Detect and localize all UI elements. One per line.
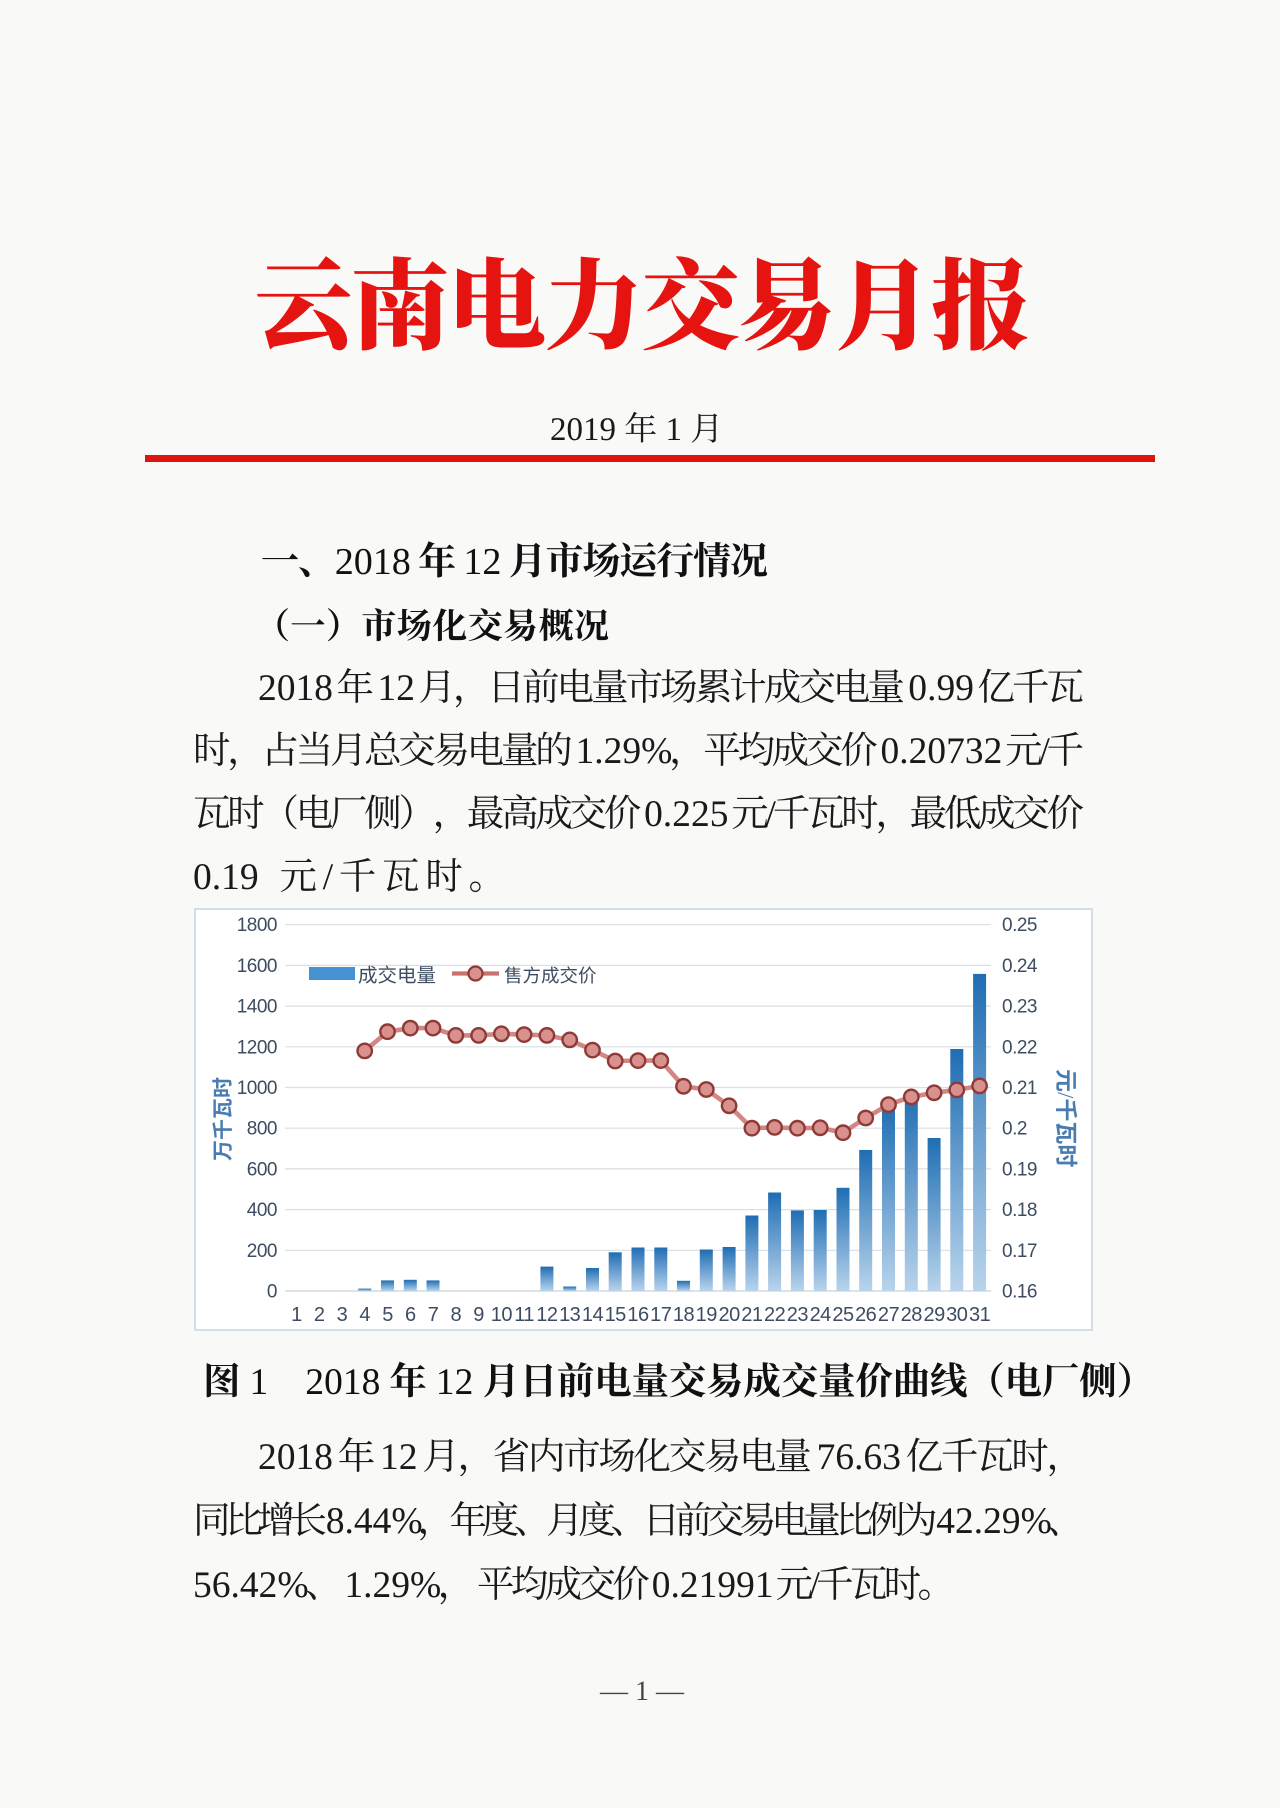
svg-text:14: 14: [582, 1304, 604, 1326]
svg-text:21: 21: [741, 1304, 763, 1326]
svg-text:0.2: 0.2: [1002, 1119, 1027, 1140]
svg-text:31: 31: [969, 1304, 991, 1326]
svg-text:3: 3: [337, 1304, 348, 1326]
svg-text:10: 10: [491, 1304, 513, 1326]
svg-text:26: 26: [855, 1304, 877, 1326]
svg-text:29: 29: [923, 1304, 945, 1326]
svg-text:0.22: 0.22: [1002, 1037, 1037, 1058]
svg-text:1800: 1800: [237, 915, 277, 936]
svg-text:16: 16: [627, 1304, 649, 1326]
svg-text:2: 2: [314, 1304, 325, 1326]
svg-text:19: 19: [696, 1304, 718, 1326]
svg-text:1400: 1400: [237, 997, 277, 1018]
svg-text:20: 20: [718, 1304, 740, 1326]
svg-text:17: 17: [650, 1304, 672, 1326]
svg-text:0.19: 0.19: [1002, 1159, 1037, 1180]
svg-text:1600: 1600: [237, 956, 277, 977]
svg-text:0.25: 0.25: [1002, 915, 1037, 936]
svg-text:28: 28: [901, 1304, 923, 1326]
svg-text:12: 12: [536, 1304, 558, 1326]
svg-text:6: 6: [405, 1304, 416, 1326]
svg-text:1200: 1200: [237, 1037, 277, 1058]
svg-text:15: 15: [605, 1304, 627, 1326]
svg-text:9: 9: [473, 1304, 484, 1326]
svg-text:1000: 1000: [237, 1078, 277, 1099]
svg-text:5: 5: [382, 1304, 393, 1326]
svg-text:200: 200: [247, 1241, 277, 1262]
svg-text:7: 7: [428, 1304, 439, 1326]
svg-text:0.23: 0.23: [1002, 997, 1037, 1018]
svg-text:11: 11: [514, 1304, 534, 1326]
svg-text:0: 0: [267, 1282, 277, 1303]
svg-text:0.16: 0.16: [1002, 1282, 1037, 1303]
svg-text:1: 1: [291, 1304, 302, 1326]
svg-text:8: 8: [450, 1304, 461, 1326]
svg-text:400: 400: [247, 1200, 277, 1221]
svg-text:600: 600: [247, 1159, 277, 1180]
svg-text:0.24: 0.24: [1002, 956, 1038, 977]
svg-text:23: 23: [787, 1304, 809, 1326]
svg-text:30: 30: [946, 1304, 968, 1326]
svg-text:13: 13: [559, 1304, 581, 1326]
svg-text:0.18: 0.18: [1002, 1200, 1037, 1221]
svg-text:25: 25: [832, 1304, 854, 1326]
svg-text:24: 24: [810, 1304, 832, 1326]
svg-text:4: 4: [359, 1304, 370, 1326]
svg-text:0.21: 0.21: [1002, 1078, 1037, 1099]
svg-text:27: 27: [878, 1304, 900, 1326]
svg-text:18: 18: [673, 1304, 695, 1326]
svg-text:22: 22: [764, 1304, 786, 1326]
svg-text:800: 800: [247, 1119, 277, 1140]
svg-text:0.17: 0.17: [1002, 1241, 1037, 1262]
